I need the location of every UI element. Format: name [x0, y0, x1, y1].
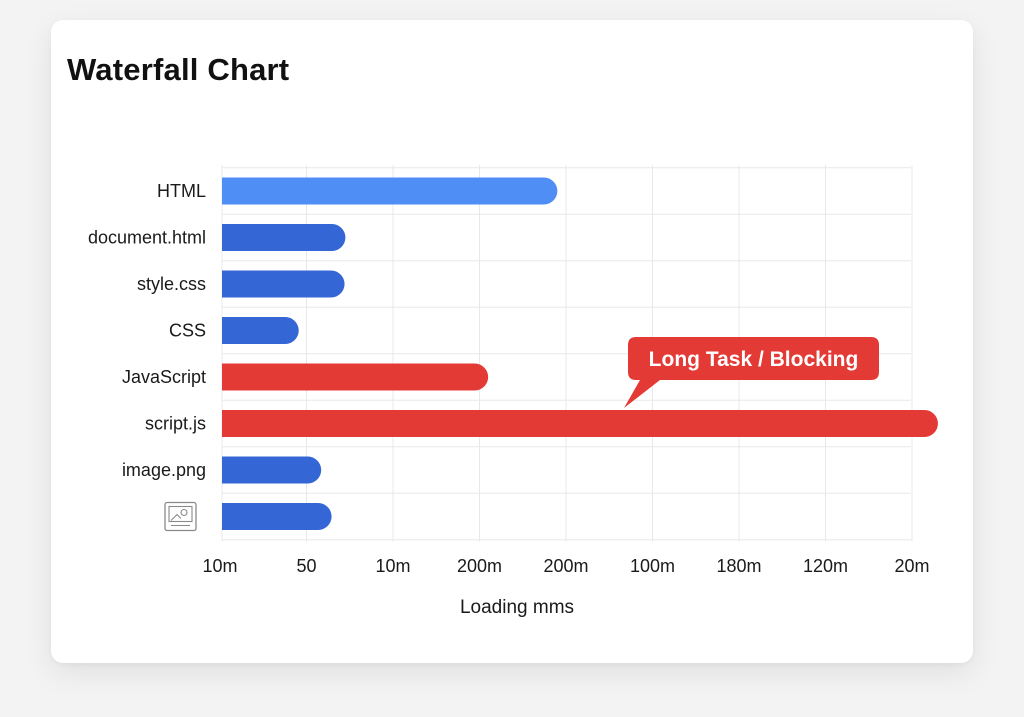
bar-javascript: [222, 363, 489, 391]
bar-html: [222, 177, 558, 205]
annotation: Long Task / Blocking: [624, 337, 879, 408]
row-label: JavaScript: [122, 367, 206, 387]
bar-left-cap: [222, 317, 236, 344]
bar-left-cap: [222, 363, 236, 391]
bar-image-png: [222, 456, 322, 484]
x-axis-title: Loading mms: [460, 597, 574, 618]
row-label: document.html: [88, 228, 206, 248]
x-axis-ticks: 10m 50 10m 200m 200m 100m 180m 120m 20m: [202, 556, 929, 576]
x-tick-label: 100m: [630, 556, 675, 576]
x-tick-label: 120m: [803, 556, 848, 576]
image-file-icon: [164, 501, 197, 532]
bar-left-cap: [222, 270, 236, 298]
bar-document-html: [222, 224, 346, 251]
row-labels: HTML document.html style.css CSS JavaScript s…: [88, 181, 206, 532]
callout-bubble: [624, 337, 879, 408]
bar-left-cap: [222, 410, 236, 437]
bar-left-cap: [222, 224, 236, 251]
chart-card: Waterfall Chart HTML document.html style.c…: [51, 20, 973, 663]
row-label: script.js: [145, 414, 206, 434]
x-tick-label: 50: [296, 556, 316, 576]
x-tick-label: 200m: [457, 556, 502, 576]
chart-title: Waterfall Chart: [67, 52, 290, 87]
bar-left-cap: [222, 177, 236, 205]
row-label: HTML: [157, 181, 206, 201]
row-label: CSS: [169, 321, 206, 341]
row-label: image.png: [122, 460, 206, 480]
bar-left-cap: [222, 456, 236, 484]
waterfall-chart: HTML document.html style.css CSS JavaScript s…: [88, 165, 938, 618]
row-label: style.css: [137, 274, 206, 294]
x-tick-label: 20m: [894, 556, 929, 576]
callout-text: Long Task / Blocking: [649, 348, 859, 371]
x-tick-label: 180m: [716, 556, 761, 576]
bar-css: [222, 317, 299, 344]
bar-image-row: [222, 503, 332, 530]
x-tick-label: 10m: [202, 556, 237, 576]
grid: [221, 165, 913, 542]
bar-style-css: [222, 270, 345, 298]
bar-left-cap: [222, 503, 236, 530]
bars: [222, 177, 938, 530]
x-tick-label: 200m: [543, 556, 588, 576]
x-tick-label: 10m: [375, 556, 410, 576]
bar-script-js: [222, 410, 938, 437]
